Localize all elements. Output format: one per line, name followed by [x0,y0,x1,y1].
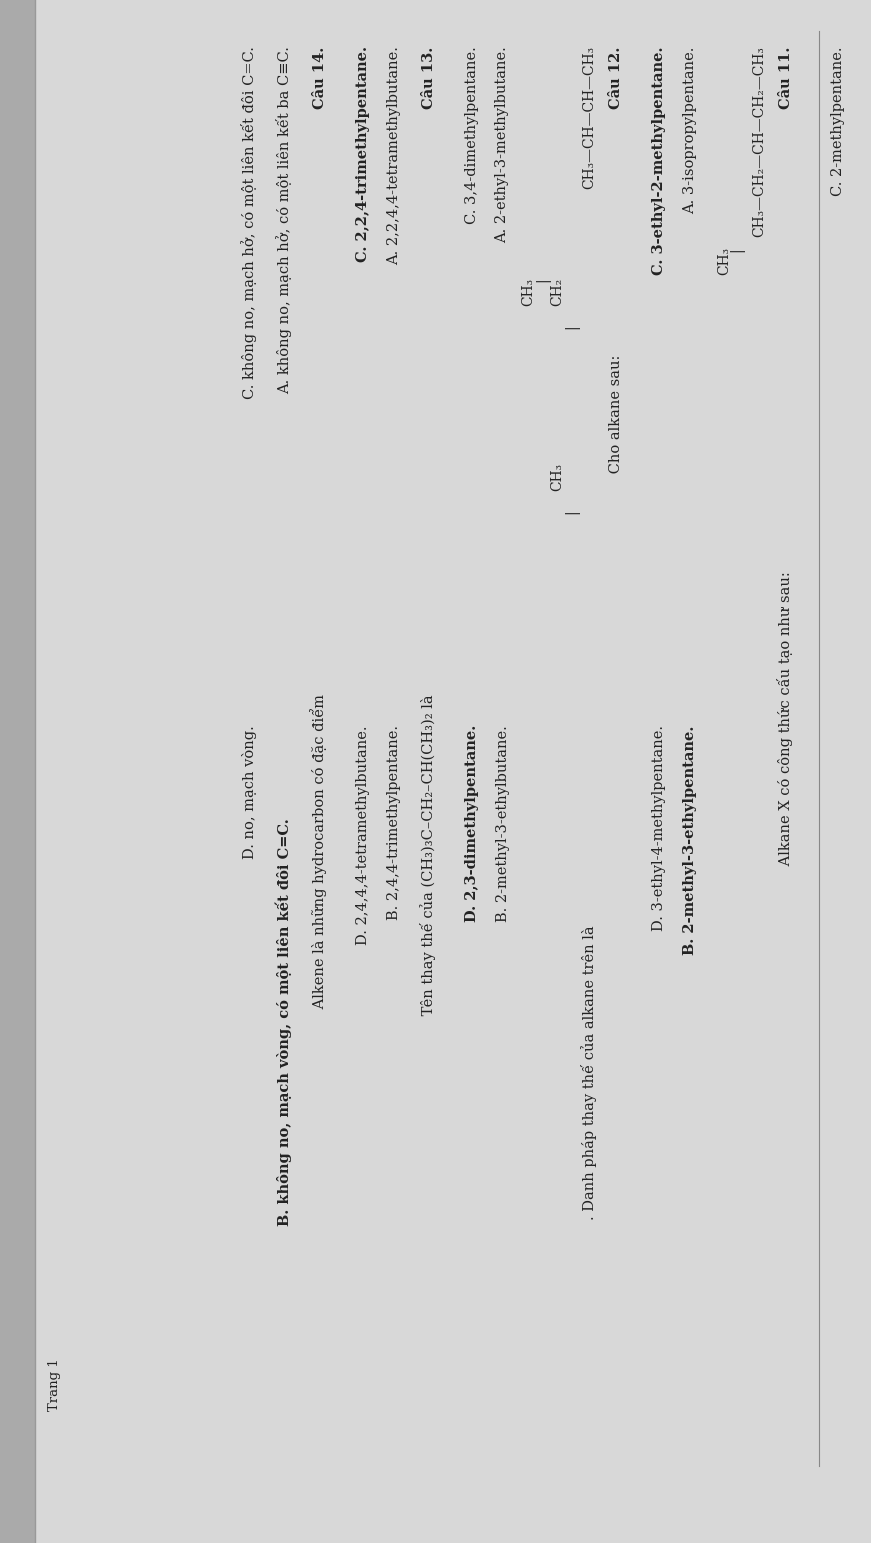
Text: C. 2,2,4-trimethylpentane.: C. 2,2,4-trimethylpentane. [356,46,370,262]
Text: Câu 11.: Câu 11. [779,46,793,108]
Text: CH₃—CH₂—CH—CH₂—CH₃: CH₃—CH₂—CH—CH₂—CH₃ [753,46,766,238]
Text: |: | [564,509,579,514]
Text: CH₃—CH—CH—CH₃: CH₃—CH—CH—CH₃ [583,46,597,190]
Text: D. no, mạch vòng.: D. no, mạch vòng. [242,725,257,859]
Text: D. 2,4,4,4-tetramethylbutane.: D. 2,4,4,4-tetramethylbutane. [356,725,370,944]
Text: CH₃: CH₃ [718,247,732,275]
Text: B. 2-methyl-3-ethylpentane.: B. 2-methyl-3-ethylpentane. [683,725,697,955]
Text: Trang 1: Trang 1 [48,1358,61,1410]
Text: A. không no, mạch hở, có một liên kết ba C≡C.: A. không no, mạch hở, có một liên kết ba… [276,46,292,393]
Text: B. 2,4,4-trimethylpentane.: B. 2,4,4-trimethylpentane. [387,725,401,920]
Text: A. 2-ethyl-3-methylbutane.: A. 2-ethyl-3-methylbutane. [496,46,510,244]
Text: C. 2-methylpentane.: C. 2-methylpentane. [831,46,845,196]
Text: Câu 12.: Câu 12. [609,46,623,108]
Text: C. 3,4-dimethylpentane.: C. 3,4-dimethylpentane. [465,46,479,224]
Text: C. 3-ethyl-2-methylpentane.: C. 3-ethyl-2-methylpentane. [652,46,666,275]
Text: CH₃: CH₃ [550,463,564,491]
Text: D. 2,3-dimethylpentane.: D. 2,3-dimethylpentane. [465,725,479,923]
Text: Tên thay thế của (CH₃)₃C–CH₂–CH(CH₃)₂ là: Tên thay thế của (CH₃)₃C–CH₂–CH(CH₃)₂ là [420,694,436,1020]
Text: |: | [564,324,579,329]
Text: CH₃: CH₃ [522,278,536,306]
Text: . Danh pháp thay thế của alkane trên là: . Danh pháp thay thế của alkane trên là [581,926,597,1221]
Text: A. 3-isopropylpentane.: A. 3-isopropylpentane. [683,46,697,213]
Text: |: | [536,278,550,282]
Text: B. không no, mạch vòng, có một liên kết đôi C=C.: B. không no, mạch vòng, có một liên kết … [275,818,292,1225]
Text: B. 2-methyl-3-ethylbutane.: B. 2-methyl-3-ethylbutane. [496,725,510,923]
Text: CH₂: CH₂ [550,278,564,306]
Text: Câu 14.: Câu 14. [313,46,327,108]
Text: A. 2,2,4,4-tetramethylbutane.: A. 2,2,4,4-tetramethylbutane. [387,46,401,265]
Text: Câu 13.: Câu 13. [422,46,436,108]
Text: Alkene là những hydrocarbon có đặc điểm: Alkene là những hydrocarbon có đặc điểm [310,694,327,1014]
Text: D. 3-ethyl-4-methylpentane.: D. 3-ethyl-4-methylpentane. [652,725,666,932]
Bar [0,0,35,1543]
Text: Alkane X có công thức cấu tạo như sau:: Alkane X có công thức cấu tạo như sau: [777,571,793,870]
Text: C. không no, mạch hở, có một liên kết đôi C=C.: C. không no, mạch hở, có một liên kết đô… [241,46,257,400]
Text: |: | [730,247,745,252]
Text: Cho alkane sau:: Cho alkane sau: [609,355,623,478]
